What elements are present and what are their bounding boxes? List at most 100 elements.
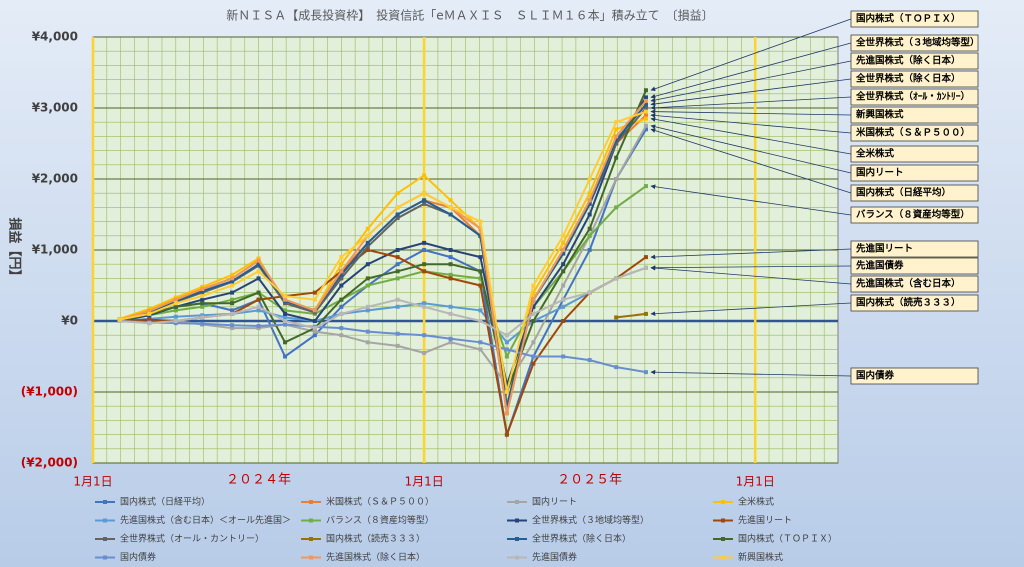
point — [561, 319, 566, 323]
callout-arrow — [650, 369, 852, 377]
point — [200, 304, 205, 309]
point — [422, 269, 427, 274]
point — [643, 106, 648, 110]
point — [339, 326, 344, 331]
legend-swatch — [309, 518, 313, 523]
point — [643, 265, 648, 270]
point — [256, 297, 261, 302]
callout-box — [850, 275, 979, 293]
point — [422, 350, 427, 355]
y-tick-label: (¥2,000) — [21, 456, 78, 470]
point — [283, 354, 288, 359]
point — [395, 304, 400, 309]
point — [283, 297, 288, 302]
point — [478, 255, 483, 260]
point — [504, 354, 509, 359]
point — [200, 313, 205, 318]
point — [256, 290, 261, 295]
point — [587, 177, 592, 181]
point — [587, 212, 592, 217]
point — [614, 365, 619, 370]
legend-swatch — [103, 555, 107, 560]
series-line — [616, 312, 647, 319]
point — [478, 233, 483, 238]
point — [531, 319, 536, 323]
point — [173, 304, 178, 309]
point — [395, 343, 400, 348]
point — [448, 272, 453, 277]
point — [614, 177, 619, 181]
point — [339, 272, 344, 277]
callout-label: 全世界株式（ｵｰﾙ・ｶﾝﾄﾘｰ） — [855, 91, 970, 103]
point — [561, 283, 566, 288]
point — [312, 326, 317, 331]
point — [422, 173, 427, 178]
point — [230, 279, 235, 284]
point — [200, 321, 205, 326]
point — [312, 319, 317, 323]
y-tick-label: ¥2,000 — [32, 172, 78, 186]
legend-swatch — [515, 500, 519, 504]
point — [283, 340, 288, 345]
callout-arrow — [650, 302, 852, 317]
callout-box — [850, 52, 979, 70]
point — [395, 205, 400, 210]
point — [395, 331, 400, 336]
point — [365, 276, 370, 281]
point — [200, 289, 205, 294]
point — [312, 290, 317, 295]
callout-arrow — [650, 184, 852, 216]
point — [614, 315, 619, 320]
callout-label: 国内株式（日経平均） — [856, 187, 951, 199]
callout-box — [850, 206, 979, 224]
callout-label: 先進国リート — [856, 243, 913, 255]
y-tick-label: ¥0 — [61, 314, 78, 328]
point — [587, 233, 592, 238]
point — [587, 358, 592, 363]
point — [478, 340, 483, 345]
point — [365, 226, 370, 231]
legend-swatch — [721, 537, 725, 541]
callout-box — [850, 294, 979, 312]
point — [614, 276, 619, 281]
callout-box — [850, 70, 979, 88]
point — [643, 255, 648, 260]
x-tick-label: 1月1日 — [73, 475, 112, 489]
callout-box — [850, 145, 979, 163]
point — [614, 137, 619, 142]
point — [256, 323, 261, 328]
point — [448, 340, 453, 345]
point — [422, 301, 427, 306]
point — [200, 284, 205, 289]
point — [587, 198, 592, 203]
point — [561, 354, 566, 359]
callout-label: 先進国株式（含む日本） — [856, 278, 961, 290]
point — [173, 308, 178, 313]
point — [587, 201, 592, 206]
point — [504, 333, 509, 338]
point — [531, 311, 536, 316]
point — [422, 304, 427, 309]
callout-arrow — [650, 18, 852, 92]
point — [283, 322, 288, 327]
point — [256, 258, 261, 263]
point — [614, 127, 619, 132]
callout-box — [850, 240, 979, 258]
point — [531, 304, 536, 309]
callout-label: バランス（８資産均等型） — [856, 209, 970, 221]
y-tick-label: ¥1,000 — [32, 243, 78, 257]
point — [339, 297, 344, 302]
callout-label: 国内リート — [856, 167, 904, 179]
point — [614, 205, 619, 210]
legend-swatch — [103, 500, 107, 504]
legend-swatch — [515, 555, 519, 560]
legend-label: 全世界株式（３地域均等型） — [532, 514, 649, 526]
callout-arrow — [650, 42, 852, 99]
point — [230, 326, 235, 331]
point — [422, 333, 427, 338]
point — [256, 308, 261, 313]
point — [256, 276, 261, 281]
point — [256, 326, 261, 331]
point — [147, 309, 152, 314]
point — [504, 432, 509, 437]
